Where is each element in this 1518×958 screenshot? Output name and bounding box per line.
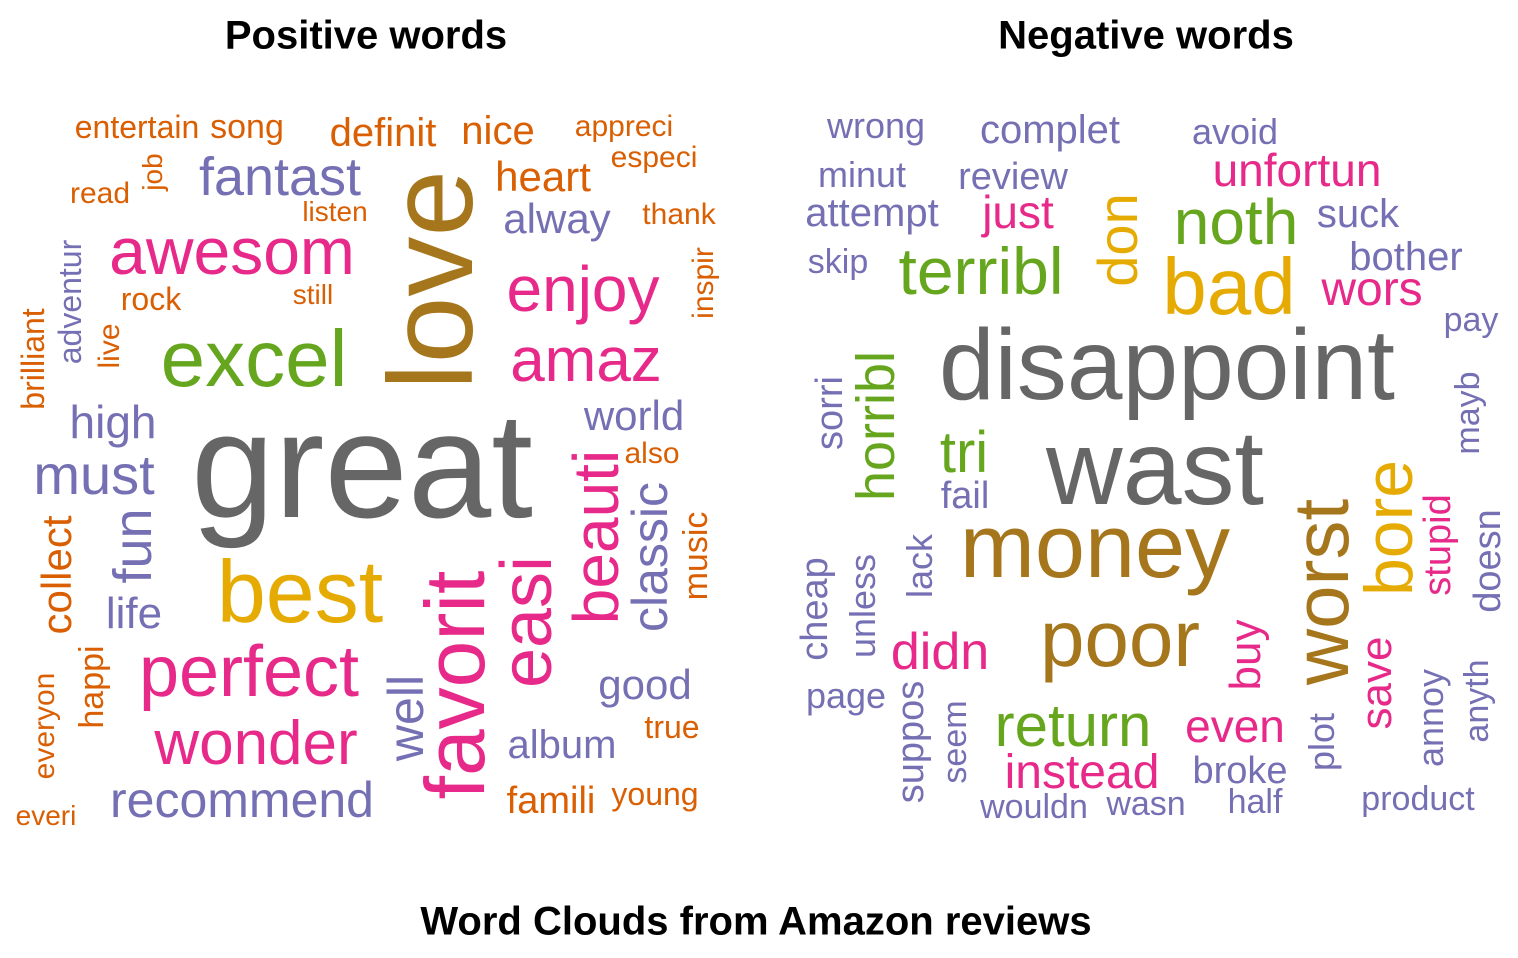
negative-word-wouldn: wouldn <box>980 790 1088 824</box>
negative-word-didn: didn <box>891 626 989 678</box>
negative-word-even: even <box>1185 703 1285 749</box>
negative-word-money: money <box>960 502 1230 592</box>
negative-word-buy: buy <box>1224 620 1268 691</box>
negative-word-stupid: stupid <box>1419 494 1457 595</box>
negative-word-sorri: sorri <box>811 376 849 450</box>
negative-word-doesn: doesn <box>1469 509 1507 613</box>
negative-word-wasn: wasn <box>1106 787 1185 821</box>
negative-word-attempt: attempt <box>805 193 938 233</box>
negative-word-minut: minut <box>818 157 906 193</box>
negative-word-bore: bore <box>1355 460 1423 596</box>
negative-word-wrong: wrong <box>827 108 925 144</box>
negative-word-cheap: cheap <box>796 557 834 661</box>
negative-word-poor: poor <box>1040 599 1200 679</box>
figure-caption: Word Clouds from Amazon reviews <box>420 900 1091 945</box>
negative-word-worst: worst <box>1282 499 1360 685</box>
negative-word-lack: lack <box>902 534 938 598</box>
negative-word-complet: complet <box>980 110 1120 150</box>
negative-word-mayb: mayb <box>1451 371 1485 454</box>
negative-word-suck: suck <box>1317 194 1399 234</box>
negative-word-terribl: terribl <box>898 238 1063 304</box>
negative-word-horribl: horribl <box>849 351 903 501</box>
negative-word-annoy: annoy <box>1413 669 1449 767</box>
negative-word-just: just <box>982 189 1054 235</box>
negative-word-wors: wors <box>1321 266 1422 314</box>
negative-word-anyth: anyth <box>1460 659 1494 742</box>
negative-word-skip: skip <box>808 245 868 279</box>
negative-word-don: don <box>1090 193 1146 286</box>
negative-word-page: page <box>806 678 886 714</box>
negative-word-tri: tri <box>940 424 988 482</box>
negative-word-disappoint: disappoint <box>939 315 1395 415</box>
negative-word-suppos: suppos <box>892 681 930 804</box>
negative-word-product: product <box>1361 782 1474 816</box>
negative-word-half: half <box>1228 785 1283 819</box>
negative-word-seem: seem <box>938 700 972 783</box>
negative-word-save: save <box>1355 637 1399 730</box>
negative-word-plot: plot <box>1304 713 1340 771</box>
negative-word-unless: unless <box>845 554 881 658</box>
negative-word-pay: pay <box>1444 303 1499 337</box>
